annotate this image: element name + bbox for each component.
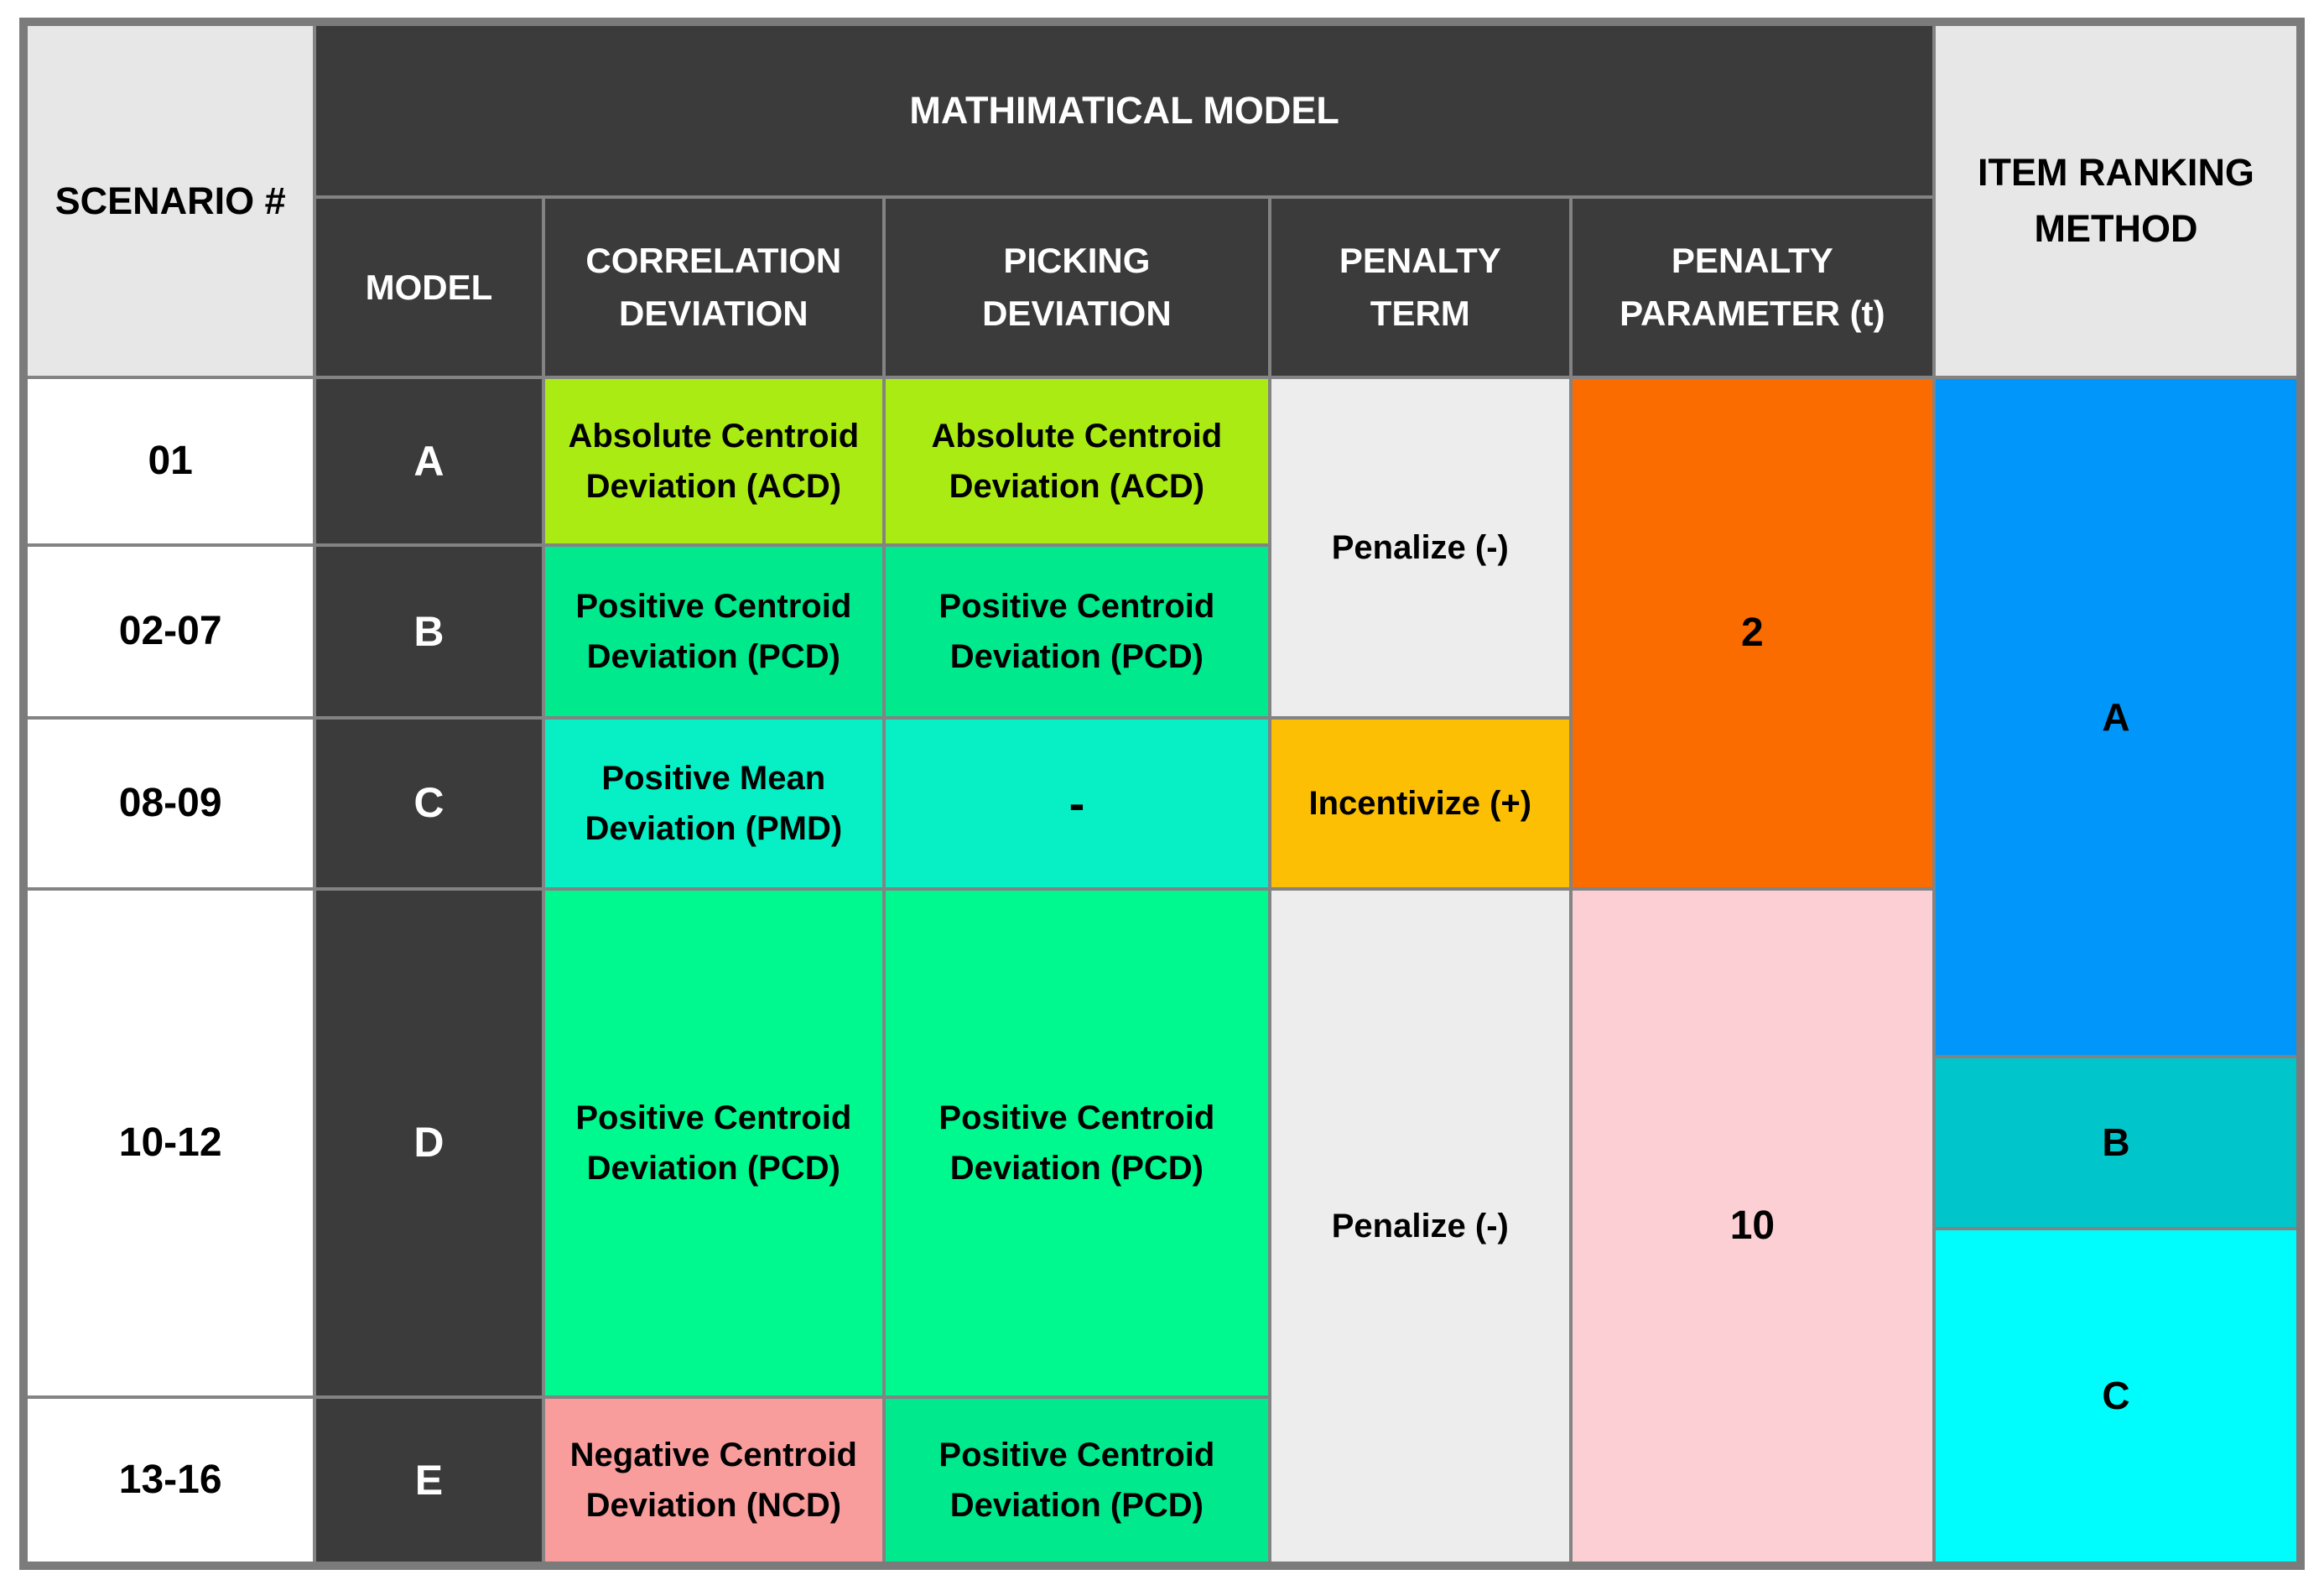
penalty-parameter-2-cell: 2 — [1572, 378, 1932, 887]
item-ranking-b-cell: B — [1935, 1058, 2296, 1227]
correlation-deviation-pcd-cell-b: Positive Centroid Deviation (PCD) — [544, 547, 883, 717]
scenario-01-cell: 01 — [28, 378, 314, 544]
picking-deviation-acd-cell: Absolute Centroid Deviation (ACD) — [886, 378, 1268, 544]
picking-deviation-pcd-cell-e: Positive Centroid Deviation (PCD) — [886, 1399, 1268, 1562]
correlation-deviation-acd-cell: Absolute Centroid Deviation (ACD) — [544, 378, 883, 544]
item-ranking-a-cell: A — [1935, 378, 2296, 1056]
penalty-parameter-10-cell: 10 — [1572, 890, 1932, 1562]
penalty-term-incentivize-cell: Incentivize (+) — [1271, 720, 1569, 887]
item-ranking-c-cell: C — [1935, 1229, 2296, 1562]
picking-deviation-pcd-cell-d: Positive Centroid Deviation (PCD) — [886, 890, 1268, 1396]
picking-deviation-column-header: PICKING DEVIATION — [886, 198, 1268, 376]
correlation-deviation-pmd-cell: Positive Mean Deviation (PMD) — [544, 720, 883, 887]
penalty-term-penalize-top-cell: Penalize (-) — [1271, 378, 1569, 717]
model-c-cell: C — [316, 720, 542, 887]
penalty-term-column-header: PENALTY TERM — [1271, 198, 1569, 376]
model-e-cell: E — [316, 1399, 542, 1562]
scenario-table: SCENARIO # MATHIMATICAL MODEL MODEL CORR… — [19, 18, 2305, 1570]
model-column-header: MODEL — [316, 198, 542, 376]
penalty-term-penalize-bottom-cell: Penalize (-) — [1271, 890, 1569, 1562]
mathematical-model-header: MATHIMATICAL MODEL — [316, 26, 1932, 195]
picking-deviation-dash-cell: - — [886, 720, 1268, 887]
correlation-deviation-ncd-cell: Negative Centroid Deviation (NCD) — [544, 1399, 883, 1562]
scenario-13-16-cell: 13-16 — [28, 1399, 314, 1562]
correlation-deviation-pcd-cell-d: Positive Centroid Deviation (PCD) — [544, 890, 883, 1396]
correlation-deviation-column-header: CORRELATION DEVIATION — [544, 198, 883, 376]
scenario-02-07-cell: 02-07 — [28, 547, 314, 717]
scenario-column-header: SCENARIO # — [28, 26, 314, 376]
penalty-parameter-column-header: PENALTY PARAMETER (t) — [1572, 198, 1932, 376]
scenario-10-12-cell: 10-12 — [28, 890, 314, 1396]
model-a-cell: A — [316, 378, 542, 544]
model-b-cell: B — [316, 547, 542, 717]
picking-deviation-pcd-cell-b: Positive Centroid Deviation (PCD) — [886, 547, 1268, 717]
scenario-08-09-cell: 08-09 — [28, 720, 314, 887]
model-d-cell: D — [316, 890, 542, 1396]
item-ranking-method-column-header: ITEM RANKING METHOD — [1935, 26, 2296, 376]
